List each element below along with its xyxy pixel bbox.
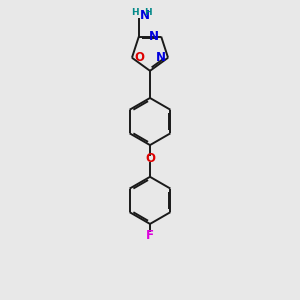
Text: H: H <box>144 8 152 17</box>
Text: N: N <box>155 51 165 64</box>
Text: N: N <box>140 9 149 22</box>
Text: H: H <box>131 8 138 17</box>
Text: O: O <box>135 51 145 64</box>
Text: N: N <box>148 30 158 43</box>
Text: F: F <box>146 229 154 242</box>
Text: O: O <box>145 152 155 165</box>
